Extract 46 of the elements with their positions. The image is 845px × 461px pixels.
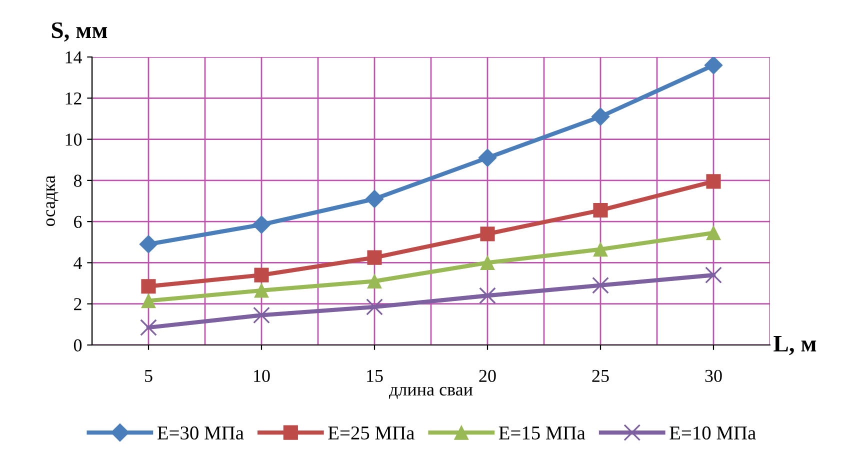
point <box>591 107 610 126</box>
x-tick-label: 15 <box>367 370 383 382</box>
point <box>141 293 156 308</box>
legend-label: E=10 МПа <box>670 426 756 440</box>
y-tick-label: 8 <box>74 174 82 187</box>
point <box>706 226 721 240</box>
point <box>705 266 722 284</box>
text: L, м <box>774 336 816 356</box>
point <box>593 242 608 257</box>
x-tick-label: 10 <box>254 370 270 382</box>
point <box>366 298 383 316</box>
point <box>139 235 158 254</box>
point <box>480 255 495 270</box>
y-axis-title: осадка <box>46 176 58 226</box>
point <box>706 174 721 189</box>
y-tick-label: 6 <box>74 216 82 228</box>
x-axis-title: длина сваи <box>388 386 473 399</box>
point <box>252 215 271 234</box>
point <box>704 57 723 74</box>
point <box>593 202 608 218</box>
point <box>592 276 609 294</box>
y-tick-label: 14 <box>66 51 82 64</box>
legend-label: E=25 МПа <box>328 426 414 440</box>
y-tick-label: 10 <box>66 134 82 146</box>
point <box>367 250 382 265</box>
x-tick-label: 25 <box>592 370 609 382</box>
point <box>367 274 382 289</box>
legend-label: E=30 МПа <box>157 426 244 440</box>
point <box>141 279 156 294</box>
point <box>480 226 495 242</box>
y-tick-label: 0 <box>74 339 82 352</box>
y-tick-label: 4 <box>74 257 82 269</box>
point <box>479 287 496 304</box>
x-tick-label: 30 <box>705 370 722 382</box>
point <box>254 283 269 298</box>
point <box>365 190 384 208</box>
x-tick-label: 20 <box>479 370 496 382</box>
point <box>254 268 269 282</box>
legend-label: E=15 МПа <box>498 426 586 440</box>
point <box>478 148 497 167</box>
y-tick-label: 2 <box>74 298 82 310</box>
point <box>253 306 270 324</box>
point <box>140 319 157 336</box>
y-tick-label: 12 <box>66 92 82 104</box>
text: S, мм <box>52 22 108 42</box>
x-tick-label: 5 <box>145 370 152 382</box>
